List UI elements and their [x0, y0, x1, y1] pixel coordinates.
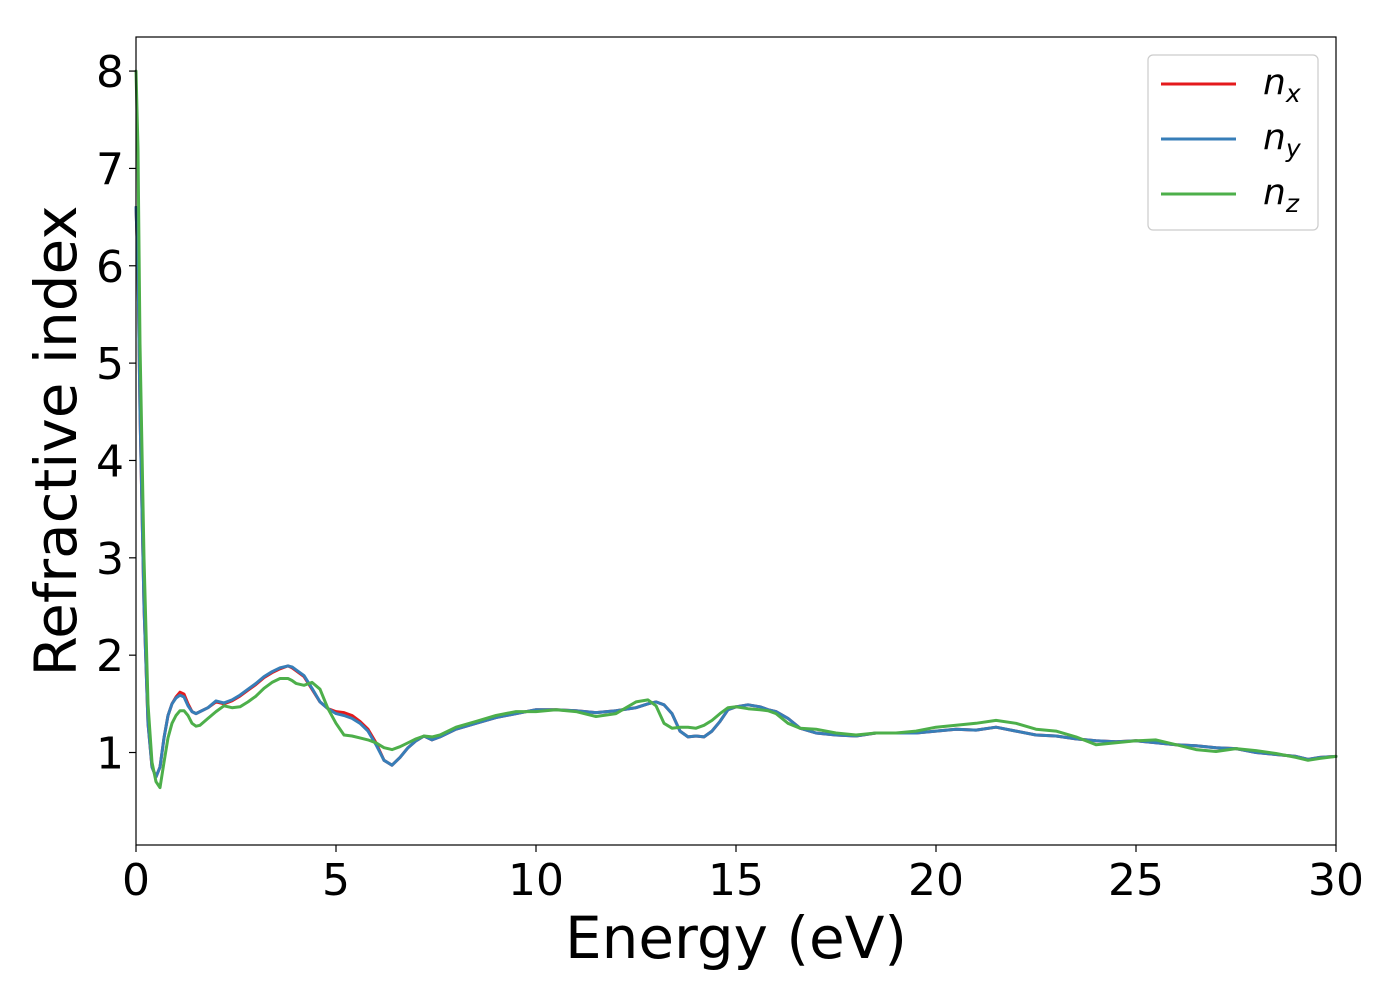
x-axis-label: Energy (eV) — [565, 904, 907, 972]
y-tick-label: 6 — [96, 242, 124, 293]
x-axis-ticks: 0 5 10 15 20 25 30 — [122, 845, 1364, 906]
x-tick-label: 25 — [1108, 855, 1164, 906]
x-tick-label: 15 — [708, 855, 764, 906]
y-axis-ticks: 1 2 3 4 5 6 7 8 — [96, 47, 136, 780]
series-line-ny — [134, 205, 1338, 779]
y-tick-label: 5 — [96, 339, 124, 390]
x-tick-label: 0 — [122, 855, 150, 906]
y-tick-label: 1 — [96, 729, 124, 780]
legend-label-nx: nx — [1263, 62, 1301, 108]
legend-label-nz: nz — [1263, 172, 1300, 218]
legend: nx ny nz — [1147, 54, 1319, 231]
y-tick-label: 7 — [96, 144, 124, 195]
legend-label-ny: ny — [1263, 117, 1302, 163]
y-tick-label: 8 — [96, 47, 124, 98]
x-tick-label: 30 — [1308, 855, 1364, 906]
legend-frame — [1147, 54, 1319, 231]
x-tick-label: 5 — [322, 855, 350, 906]
series-line-nz — [134, 69, 1338, 790]
x-tick-label: 20 — [908, 855, 964, 906]
series-layer — [134, 69, 1338, 790]
y-tick-label: 2 — [96, 631, 124, 682]
y-tick-label: 3 — [96, 534, 124, 585]
y-tick-label: 4 — [96, 436, 124, 487]
y-axis-label: Refractive index — [22, 205, 90, 676]
x-tick-label: 10 — [508, 855, 564, 906]
